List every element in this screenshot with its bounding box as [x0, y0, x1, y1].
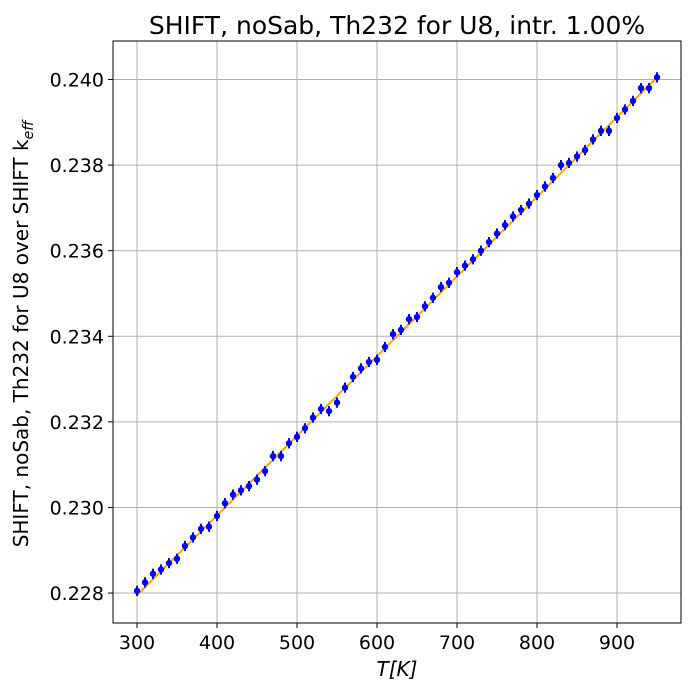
- data-point: [549, 174, 557, 182]
- data-point: [349, 373, 357, 381]
- y-tick-label: 0.236: [50, 241, 104, 263]
- data-point: [253, 476, 261, 483]
- data-point: [285, 440, 293, 447]
- data-point: [541, 183, 549, 190]
- grid-lines: [113, 41, 681, 623]
- data-point: [341, 384, 349, 391]
- data-point: [141, 579, 149, 586]
- data-point: [245, 482, 253, 490]
- data-point: [645, 84, 653, 92]
- data-point: [453, 268, 461, 276]
- y-tick-label: 0.230: [50, 497, 104, 519]
- y-tick-label: 0.240: [50, 70, 104, 92]
- data-point: [405, 315, 413, 323]
- data-point: [181, 542, 189, 550]
- y-tick-label: 0.232: [50, 412, 104, 434]
- data-point: [301, 425, 309, 432]
- x-tick-label: 800: [519, 632, 555, 654]
- data-point: [565, 159, 573, 167]
- data-point: [333, 399, 341, 406]
- data-point: [485, 238, 493, 246]
- data-point: [613, 114, 621, 122]
- data-point: [629, 97, 637, 105]
- data-point: [213, 512, 221, 520]
- data-points-layer: [133, 72, 661, 597]
- data-point: [221, 499, 229, 507]
- data-point: [365, 358, 373, 366]
- data-point: [189, 534, 197, 541]
- data-point: [317, 405, 325, 413]
- data-point: [269, 452, 277, 460]
- data-point: [517, 206, 525, 214]
- data-point: [605, 127, 613, 135]
- data-point: [413, 313, 421, 321]
- data-point: [357, 365, 365, 372]
- y-tick-label: 0.238: [50, 155, 104, 177]
- data-point: [573, 153, 581, 160]
- y-axis-label-subscript: eff: [21, 119, 37, 140]
- x-tick-label: 300: [119, 632, 155, 654]
- data-point: [637, 84, 645, 92]
- data-point: [597, 127, 605, 135]
- data-point: [381, 343, 389, 351]
- data-point: [149, 570, 157, 577]
- data-point: [277, 452, 285, 460]
- data-point: [525, 200, 533, 207]
- x-axis-ticks: 300 400 500 600 700 800 900: [119, 623, 635, 654]
- data-point: [621, 106, 629, 113]
- data-point: [133, 587, 141, 595]
- data-point: [461, 262, 469, 269]
- data-point: [173, 555, 181, 563]
- data-point: [653, 74, 661, 81]
- x-tick-label: 900: [599, 632, 635, 654]
- y-tick-label: 0.228: [50, 583, 104, 605]
- data-point: [469, 256, 477, 263]
- x-tick-label: 500: [279, 632, 315, 654]
- x-tick-label: 400: [199, 632, 235, 654]
- data-point: [429, 294, 437, 301]
- data-point: [445, 279, 453, 286]
- data-point: [421, 303, 429, 310]
- data-point: [389, 330, 397, 338]
- chart-title: SHIFT, noSab, Th232 for U8, intr. 1.00%: [149, 11, 645, 40]
- data-point: [437, 283, 445, 291]
- data-point: [557, 161, 565, 169]
- data-point: [373, 356, 381, 364]
- data-point: [477, 247, 485, 254]
- data-point: [533, 191, 541, 199]
- data-point: [165, 559, 173, 567]
- y-axis-label-main: SHIFT, noSab, Th232 for U8 over SHIFT k: [9, 139, 33, 547]
- plot-frame: [112, 40, 682, 624]
- data-point: [237, 487, 245, 494]
- data-point: [509, 213, 517, 220]
- data-point: [397, 326, 405, 334]
- data-point: [493, 230, 501, 237]
- y-axis-label: SHIFT, noSab, Th232 for U8 over SHIFT ke…: [9, 119, 37, 548]
- data-point: [261, 467, 269, 475]
- data-point: [293, 433, 301, 441]
- data-point: [197, 525, 205, 533]
- x-axis-label: T[K]: [377, 657, 418, 681]
- data-point: [229, 491, 237, 498]
- data-point: [205, 523, 213, 530]
- data-point: [501, 221, 509, 229]
- x-tick-label: 600: [359, 632, 395, 654]
- data-point: [325, 407, 333, 415]
- data-point: [589, 136, 597, 143]
- y-axis-ticks: 0.228 0.230 0.232 0.234 0.236 0.238 0.240: [50, 70, 113, 605]
- data-point: [157, 566, 165, 573]
- data-point: [581, 146, 589, 154]
- y-tick-label: 0.234: [50, 326, 104, 348]
- x-tick-label: 700: [439, 632, 475, 654]
- data-point: [309, 414, 317, 421]
